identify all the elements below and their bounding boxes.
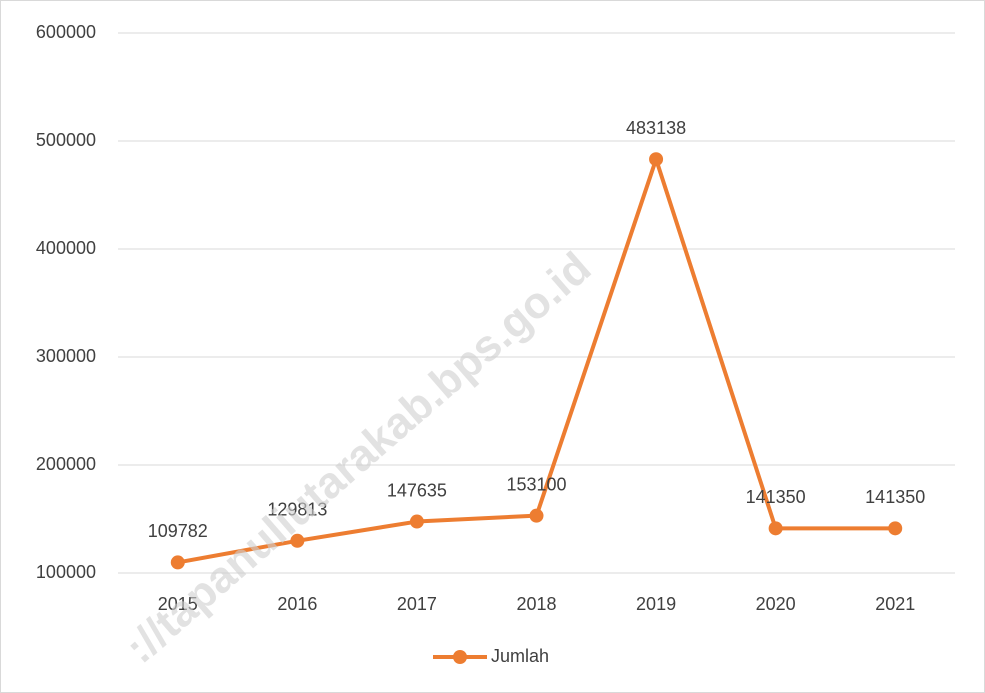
- data-label: 153100: [506, 474, 566, 494]
- data-point: [888, 521, 903, 536]
- data-label: 147635: [387, 480, 447, 500]
- x-tick-label: 2016: [277, 594, 317, 614]
- data-point: [768, 521, 783, 536]
- data-label: 141350: [746, 487, 806, 507]
- x-tick-label: 2020: [756, 594, 796, 614]
- y-tick-label: 100000: [36, 562, 96, 582]
- x-tick-label: 2015: [158, 594, 198, 614]
- data-point: [529, 508, 544, 523]
- legend-marker: [453, 650, 467, 664]
- data-label: 141350: [865, 487, 925, 507]
- data-label: 129813: [267, 500, 327, 520]
- y-tick-label: 400000: [36, 238, 96, 258]
- legend-label: Jumlah: [491, 646, 549, 666]
- data-label: 109782: [148, 521, 208, 541]
- data-point: [170, 555, 185, 570]
- y-tick-label: 200000: [36, 454, 96, 474]
- x-tick-label: 2018: [516, 594, 556, 614]
- x-tick-label: 2017: [397, 594, 437, 614]
- data-point: [290, 533, 305, 548]
- y-tick-label: 500000: [36, 130, 96, 150]
- x-tick-label: 2019: [636, 594, 676, 614]
- x-tick-label: 2021: [875, 594, 915, 614]
- y-tick-label: 300000: [36, 346, 96, 366]
- data-point: [409, 514, 424, 529]
- y-tick-label: 600000: [36, 22, 96, 42]
- data-label: 483138: [626, 118, 686, 138]
- data-point: [649, 152, 664, 167]
